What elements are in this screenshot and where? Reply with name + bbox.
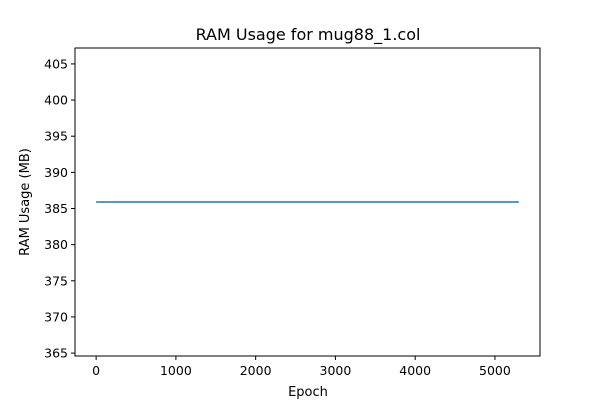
- x-tick-label: 0: [92, 363, 100, 378]
- y-tick-label: 375: [44, 273, 68, 288]
- y-tick-label: 365: [44, 346, 68, 361]
- plot-area: 0 1000 2000 3000 4000 5000 365 370 375 380 385 390…: [44, 47, 541, 378]
- plot-frame: [74, 47, 541, 357]
- y-tick-label: 370: [44, 309, 68, 324]
- y-tick-label: 385: [44, 201, 68, 216]
- y-tick-label: 400: [44, 93, 68, 108]
- chart-title: RAM Usage for mug88_1.col: [196, 25, 421, 45]
- x-tick-label: 1000: [160, 363, 192, 378]
- y-tick-label: 390: [44, 165, 68, 180]
- x-tick-label: 2000: [240, 363, 272, 378]
- y-axis-label: RAM Usage (MB): [18, 148, 33, 256]
- x-tick-label: 4000: [399, 363, 431, 378]
- y-tick-label: 405: [44, 56, 68, 71]
- x-axis-label: Epoch: [288, 385, 328, 400]
- x-axis: 0 1000 2000 3000 4000 5000: [92, 356, 511, 378]
- y-tick-label: 395: [44, 129, 68, 144]
- x-tick-label: 5000: [479, 363, 511, 378]
- y-tick-label: 380: [44, 237, 68, 252]
- x-tick-label: 3000: [320, 363, 352, 378]
- y-axis: 365 370 375 380 385 390 395 400 405: [44, 56, 75, 361]
